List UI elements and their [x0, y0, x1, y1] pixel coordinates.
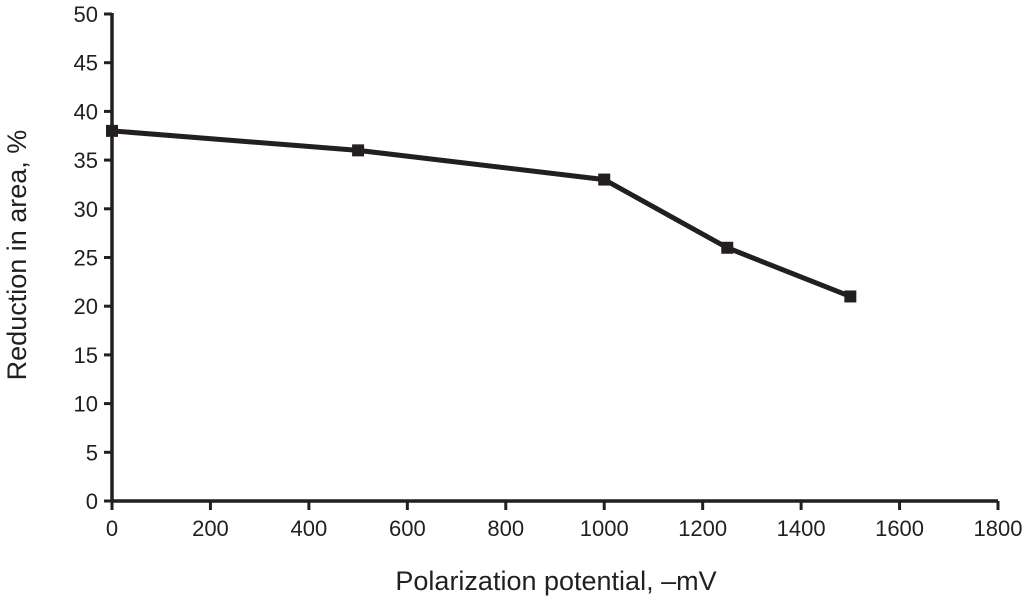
- y-tick-label: 25: [74, 246, 98, 271]
- data-point-marker: [352, 144, 365, 157]
- x-axis-title: Polarization potential, –mV: [395, 566, 716, 596]
- y-tick-label: 5: [86, 440, 98, 465]
- x-tick-label: 400: [291, 516, 328, 541]
- y-tick-label: 15: [74, 343, 98, 368]
- data-point-marker: [106, 124, 118, 137]
- y-tick-label: 45: [74, 51, 98, 76]
- x-tick-label: 1400: [777, 516, 826, 541]
- series-line: [111, 128, 852, 299]
- x-tick-label: 1200: [678, 516, 727, 541]
- y-tick-label: 30: [74, 197, 98, 222]
- y-tick-label: 50: [74, 2, 98, 27]
- data-point-marker: [598, 173, 611, 186]
- x-tick-label: 600: [389, 516, 426, 541]
- y-tick-label: 35: [74, 148, 98, 173]
- y-tick-label: 10: [74, 392, 98, 417]
- y-axis-ticks: 0 5 10 15 20 25 30 35 40 45 50: [74, 2, 112, 514]
- x-tick-label: 1600: [875, 516, 924, 541]
- y-tick-label: 0: [86, 489, 98, 514]
- x-tick-label: 800: [487, 516, 524, 541]
- x-tick-label: 1800: [974, 516, 1023, 541]
- y-axis-title: Reduction in area, %: [2, 130, 32, 381]
- data-point-marker: [721, 241, 734, 254]
- data-point-marker: [844, 290, 857, 303]
- x-tick-label: 200: [192, 516, 229, 541]
- y-tick-label: 40: [74, 99, 98, 124]
- y-tick-label: 20: [74, 294, 98, 319]
- x-tick-label: 0: [106, 516, 118, 541]
- series-group: [106, 124, 857, 303]
- x-axis-ticks: 0 200 400 600 800 1000 1200 1400 1600 1800: [106, 501, 1023, 541]
- x-tick-label: 1000: [580, 516, 629, 541]
